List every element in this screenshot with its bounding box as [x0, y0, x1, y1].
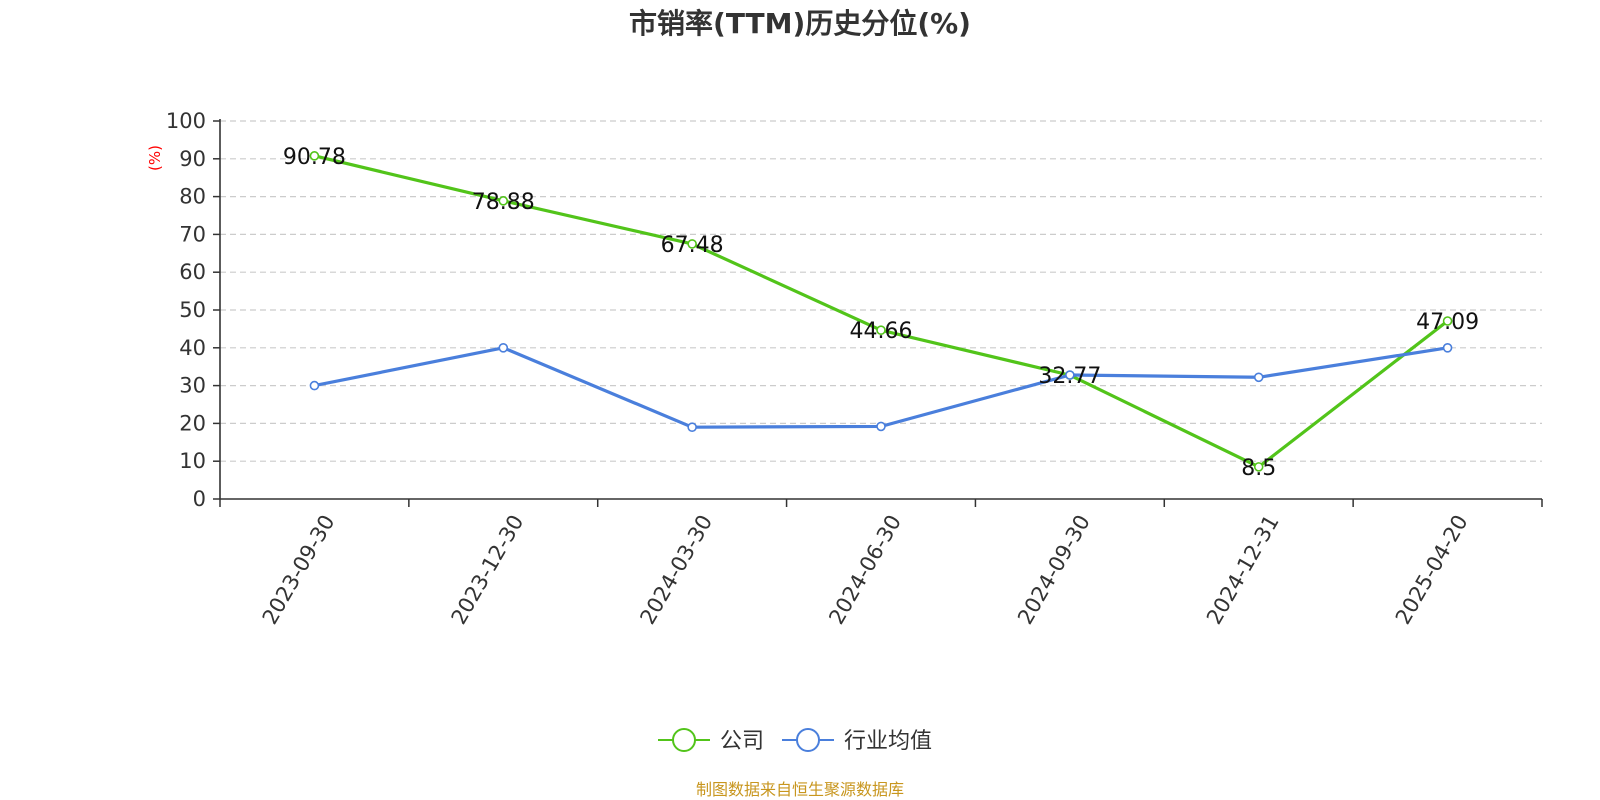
data-label: 32.77 — [1038, 364, 1101, 389]
data-point[interactable] — [687, 422, 697, 432]
data-point[interactable] — [687, 239, 697, 249]
x-tick-label: 2024-03-30 — [635, 511, 717, 629]
data-point[interactable] — [1065, 370, 1075, 380]
legend[interactable]: 公司 行业均值 — [658, 728, 932, 754]
legend-item-industry-average[interactable]: 行业均值 — [782, 728, 932, 754]
legend-circle-icon — [672, 728, 696, 752]
series-line-industry-average — [314, 346, 1448, 429]
legend-circle-icon — [796, 728, 820, 752]
data-label: 90.78 — [283, 145, 346, 170]
legend-item-company[interactable]: 公司 — [658, 728, 764, 754]
y-axis-label: (%) — [146, 145, 164, 171]
data-label: 44.66 — [850, 319, 913, 344]
grid-lines — [220, 120, 1542, 462]
y-tick-label: 20 — [179, 411, 206, 435]
data-label: 78.88 — [472, 190, 535, 215]
series-lines — [309, 151, 1453, 472]
legend-label: 行业均值 — [844, 729, 932, 754]
data-point[interactable] — [1442, 316, 1453, 326]
data-label: 67.48 — [661, 233, 724, 258]
data-point[interactable] — [498, 342, 509, 353]
y-tick-label: 90 — [179, 147, 206, 171]
data-point[interactable] — [876, 325, 886, 335]
data-point[interactable] — [1253, 372, 1264, 383]
x-tick-label: 2023-09-30 — [258, 511, 340, 629]
x-tick-label: 2023-12-30 — [447, 511, 529, 629]
legend-label: 公司 — [720, 729, 764, 754]
y-tick-label: 50 — [179, 298, 206, 322]
data-labels: 90.78 78.88 67.48 44.66 32.77 8.5 47.09 — [283, 145, 1479, 481]
x-tick-label: 2025-04-20 — [1391, 511, 1473, 629]
y-tick-label: 10 — [179, 449, 206, 473]
data-point[interactable] — [1442, 342, 1453, 353]
y-tick-label: 0 — [193, 487, 206, 511]
y-tick-label: 40 — [179, 336, 206, 360]
data-label: 8.5 — [1241, 456, 1276, 481]
x-tick-label: 2024-06-30 — [824, 511, 906, 629]
x-tick-label: 2024-12-31 — [1202, 511, 1284, 629]
data-point[interactable] — [1253, 462, 1264, 472]
y-tick-label: 100 — [166, 109, 206, 133]
data-point[interactable] — [309, 380, 320, 391]
y-tick-label: 80 — [179, 185, 206, 209]
x-tick-label: 2024-09-30 — [1013, 511, 1095, 629]
y-tick-label: 70 — [179, 222, 206, 246]
data-point[interactable] — [309, 151, 320, 161]
y-tick-label: 60 — [179, 260, 206, 284]
axes: 0 10 20 30 40 50 60 70 80 90 100 2023-09-30 2023-12-… — [166, 109, 1543, 629]
data-label: 47.09 — [1416, 310, 1479, 335]
data-point[interactable] — [498, 196, 509, 206]
y-tick-label: 30 — [179, 374, 206, 398]
data-point[interactable] — [876, 421, 886, 432]
chart-title: 市销率(TTM)历史分位(%) — [629, 7, 971, 40]
source-note: 制图数据来自恒生聚源数据库 — [696, 780, 904, 799]
